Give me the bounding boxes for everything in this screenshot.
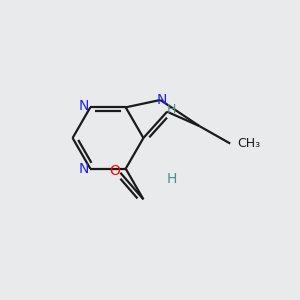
Text: H: H — [167, 103, 176, 116]
Text: N: N — [79, 99, 89, 113]
Text: O: O — [110, 164, 120, 178]
Text: N: N — [79, 162, 89, 176]
Text: N: N — [157, 93, 167, 107]
Text: CH₃: CH₃ — [238, 137, 261, 150]
Text: H: H — [167, 172, 177, 186]
